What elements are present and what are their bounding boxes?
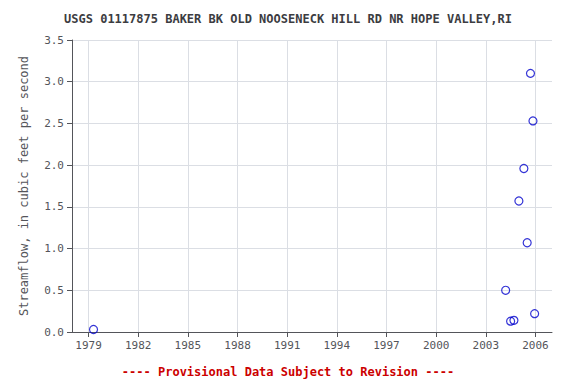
svg-text:1988: 1988 (224, 339, 251, 352)
svg-text:1982: 1982 (125, 339, 152, 352)
svg-text:2000: 2000 (423, 339, 450, 352)
svg-text:USGS 01117875 BAKER BK OLD NOO: USGS 01117875 BAKER BK OLD NOOSENECK HIL… (64, 12, 512, 26)
svg-text:1991: 1991 (274, 339, 301, 352)
svg-text:0.5: 0.5 (44, 284, 64, 297)
svg-text:Streamflow, in cubic feet per: Streamflow, in cubic feet per second (17, 56, 31, 316)
svg-text:1985: 1985 (175, 339, 202, 352)
svg-text:1979: 1979 (75, 339, 102, 352)
svg-text:0.0: 0.0 (44, 326, 64, 339)
svg-text:2003: 2003 (473, 339, 500, 352)
svg-text:1997: 1997 (373, 339, 400, 352)
svg-text:3.0: 3.0 (44, 75, 64, 88)
svg-text:1.0: 1.0 (44, 242, 64, 255)
svg-text:2.5: 2.5 (44, 117, 64, 130)
svg-text:2.0: 2.0 (44, 159, 64, 172)
svg-text:1994: 1994 (324, 339, 351, 352)
svg-text:1.5: 1.5 (44, 200, 64, 213)
svg-text:2006: 2006 (522, 339, 549, 352)
svg-text:3.5: 3.5 (44, 34, 64, 47)
svg-text:---- Provisional Data Subject: ---- Provisional Data Subject to Revisio… (122, 365, 454, 379)
